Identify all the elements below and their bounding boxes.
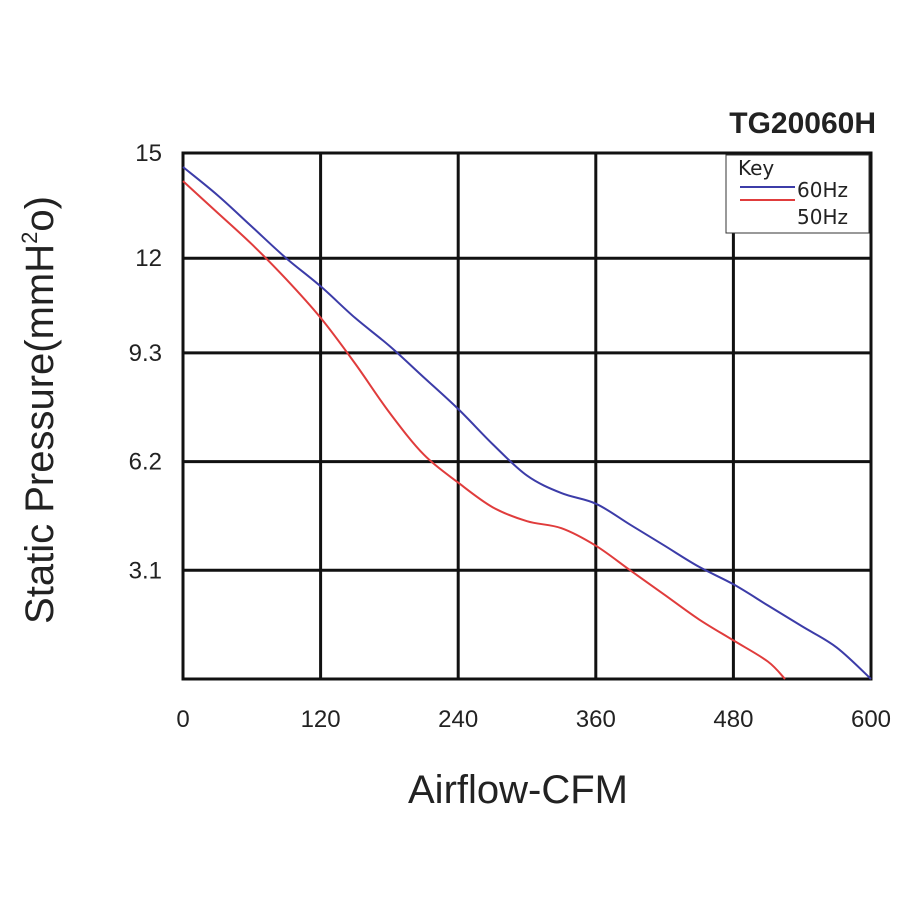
legend-box [725,154,870,234]
y-axis-label-end: o) [18,196,62,232]
y-tick-label: 6.2 [129,449,162,476]
y-tick-label: 15 [135,140,162,167]
x-tick-label: 120 [301,706,341,733]
series-lines [182,166,872,680]
y-axis-label-superscript: 2 [17,232,42,244]
x-tick-label: 480 [713,706,753,733]
series-line-50hz [182,180,786,680]
plot-frame [181,151,873,681]
x-tick-label: 0 [176,706,189,733]
legend-title: Key [738,156,774,180]
y-tick-labels: 3.1 6.2 9.3 12 15 [129,140,162,584]
x-tick-label: 240 [438,706,478,733]
y-axis-label: Static Pressure(mmH2o) [17,196,62,624]
y-tick-label: 3.1 [129,557,162,584]
y-tick-label: 12 [135,245,162,272]
x-axis-label: Airflow-CFM [408,768,628,812]
legend-label-50hz: 50Hz [797,205,848,229]
legend: Key 60Hz 50Hz [725,154,870,234]
series-line-60hz [182,166,872,680]
grid [183,153,871,679]
y-axis-label-main: Static Pressure(mmH [18,244,62,624]
legend-label-60hz: 60Hz [797,178,848,202]
y-tick-label: 9.3 [129,340,162,367]
x-tick-label: 360 [576,706,616,733]
x-tick-label: 600 [851,706,891,733]
chart-title: TG20060H [729,107,876,140]
x-tick-labels: 0 120 240 360 480 600 [176,706,891,733]
